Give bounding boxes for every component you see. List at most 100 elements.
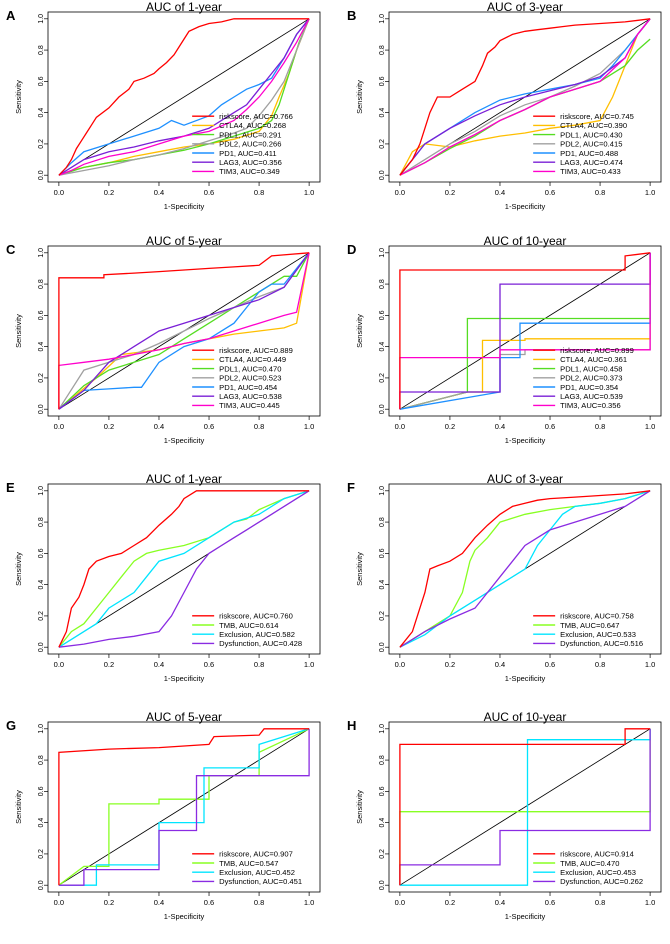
legend-entry: Exclusion, AUC=0.533	[560, 630, 636, 639]
roc-curve-tim3	[399, 18, 651, 176]
legend-entry: PD1, AUC=0.411	[219, 149, 276, 158]
legend-entry: PDL1, AUC=0.470	[219, 364, 281, 373]
y-tick-label: 0.2	[38, 611, 45, 621]
roc-curve-pdl1	[58, 18, 310, 176]
legend-entry: riskscore, AUC=0.766	[219, 112, 293, 121]
y-tick-label: 1.0	[379, 724, 386, 734]
x-axis-label: 1-Specificity	[505, 674, 546, 683]
chart-title: AUC of 10-year	[484, 710, 567, 724]
y-axis-label: Sensitivity	[355, 314, 364, 348]
x-tick-label: 0.4	[154, 188, 164, 197]
legend-entry: CTLA4, AUC=0.449	[219, 355, 286, 364]
roc-curve-pdl2	[399, 18, 651, 176]
diagonal-reference-line	[399, 252, 651, 410]
roc-curve-exclusion	[399, 490, 651, 648]
panel-label: E	[6, 480, 15, 495]
y-tick-label: 0.4	[379, 108, 386, 118]
x-tick-label: 0.8	[595, 898, 605, 907]
x-tick-label: 0.8	[595, 660, 605, 669]
roc-curve-lag3	[58, 252, 310, 410]
roc-curve-dysfunction	[58, 490, 310, 648]
roc-curve-exclusion	[58, 490, 310, 648]
y-tick-label: 1.0	[38, 14, 45, 24]
legend-entry: PD1, AUC=0.354	[560, 383, 618, 392]
legend-entry: TIM3, AUC=0.349	[219, 167, 280, 176]
legend-entry: TIM3, AUC=0.433	[560, 167, 621, 176]
roc-curve-exclusion	[58, 728, 310, 886]
x-tick-label: 1.0	[645, 660, 655, 669]
legend-entry: LAG3, AUC=0.538	[219, 392, 282, 401]
legend-entry: riskscore, AUC=0.899	[560, 346, 634, 355]
x-tick-label: 0.6	[545, 898, 555, 907]
x-tick-label: 1.0	[304, 898, 314, 907]
legend-entry: riskscore, AUC=0.889	[219, 346, 293, 355]
y-tick-label: 0.6	[38, 310, 45, 320]
panel-h: H AUC of 10-year 0.0 0.2 0.4 0.6 0.8 1.0 0.0 0.2 0…	[347, 710, 662, 921]
y-tick-label: 0.6	[379, 76, 386, 86]
x-tick-label: 0.2	[104, 422, 114, 431]
legend-entry: PDL2, AUC=0.415	[560, 140, 622, 149]
x-tick-label: 1.0	[304, 422, 314, 431]
legend-entry: PDL2, AUC=0.523	[219, 374, 281, 383]
y-axis-label: Sensitivity	[355, 790, 364, 824]
panel-label: H	[347, 718, 356, 733]
legend-entry: riskscore, AUC=0.745	[560, 112, 634, 121]
legend-entry: PDL1, AUC=0.291	[219, 130, 281, 139]
legend-entry: Dysfunction, AUC=0.262	[560, 877, 643, 886]
chart-title: AUC of 1-year	[146, 0, 222, 14]
legend-entry: riskscore, AUC=0.758	[560, 612, 634, 621]
legend-entry: TMB, AUC=0.647	[560, 621, 619, 630]
roc-curve-ctla4	[399, 18, 651, 176]
roc-curve-pdl1	[58, 252, 310, 410]
x-tick-label: 0.4	[154, 660, 164, 669]
x-axis-label: 1-Specificity	[505, 912, 546, 921]
x-tick-label: 0.2	[445, 898, 455, 907]
y-tick-label: 0.2	[38, 849, 45, 859]
legend-entry: PD1, AUC=0.488	[560, 149, 618, 158]
x-axis-label: 1-Specificity	[164, 202, 205, 211]
legend-entry: CTLA4, AUC=0.390	[560, 121, 627, 130]
chart-title: AUC of 1-year	[146, 472, 222, 486]
y-axis-label: Sensitivity	[14, 552, 23, 586]
x-axis-label: 1-Specificity	[164, 674, 205, 683]
x-axis-label: 1-Specificity	[505, 202, 546, 211]
x-tick-label: 0.0	[54, 422, 64, 431]
y-tick-label: 0.2	[379, 373, 386, 383]
y-tick-label: 0.4	[379, 818, 386, 828]
roc-curve-pd1	[58, 252, 310, 410]
y-tick-label: 0.0	[38, 880, 45, 890]
panel-b: B AUC of 3-year 0.0 0.2 0.4 0.6 0.8 1.0 0.0 0.2 0.…	[347, 0, 662, 211]
roc-curve-pdl2	[58, 252, 310, 410]
roc-curve-lag3	[58, 18, 310, 176]
y-tick-label: 1.0	[38, 724, 45, 734]
x-tick-label: 0.0	[395, 898, 405, 907]
y-tick-label: 0.4	[379, 342, 386, 352]
plot-frame	[388, 245, 662, 417]
legend-entry: riskscore, AUC=0.914	[560, 850, 634, 859]
x-tick-label: 0.0	[54, 898, 64, 907]
panel-e: E AUC of 1-year 0.0 0.2 0.4 0.6 0.8 1.0 0.0 0.2 0.…	[6, 472, 321, 683]
x-axis-label: 1-Specificity	[505, 436, 546, 445]
diagonal-reference-line	[399, 728, 651, 886]
x-tick-label: 0.2	[445, 422, 455, 431]
y-tick-label: 0.0	[379, 642, 386, 652]
y-tick-label: 1.0	[379, 248, 386, 258]
chart-title: AUC of 3-year	[487, 472, 563, 486]
diagonal-reference-line	[58, 728, 310, 886]
y-axis-label: Sensitivity	[355, 80, 364, 114]
legend-entry: Dysfunction, AUC=0.516	[560, 639, 643, 648]
legend-entry: PDL1, AUC=0.430	[560, 130, 622, 139]
y-tick-label: 0.8	[379, 279, 386, 289]
legend-entry: TMB, AUC=0.470	[560, 859, 619, 868]
roc-curve-riskscore	[399, 252, 651, 410]
x-tick-label: 0.6	[204, 188, 214, 197]
legend-entry: TMB, AUC=0.614	[219, 621, 278, 630]
panel-label: C	[6, 242, 16, 257]
x-tick-label: 0.0	[395, 422, 405, 431]
plot-frame	[388, 11, 662, 183]
x-tick-label: 0.4	[495, 660, 505, 669]
x-tick-label: 0.4	[154, 422, 164, 431]
panel-f: F AUC of 3-year 0.0 0.2 0.4 0.6 0.8 1.0 0.0 0.2 0.…	[347, 472, 662, 683]
y-tick-label: 0.0	[379, 404, 386, 414]
